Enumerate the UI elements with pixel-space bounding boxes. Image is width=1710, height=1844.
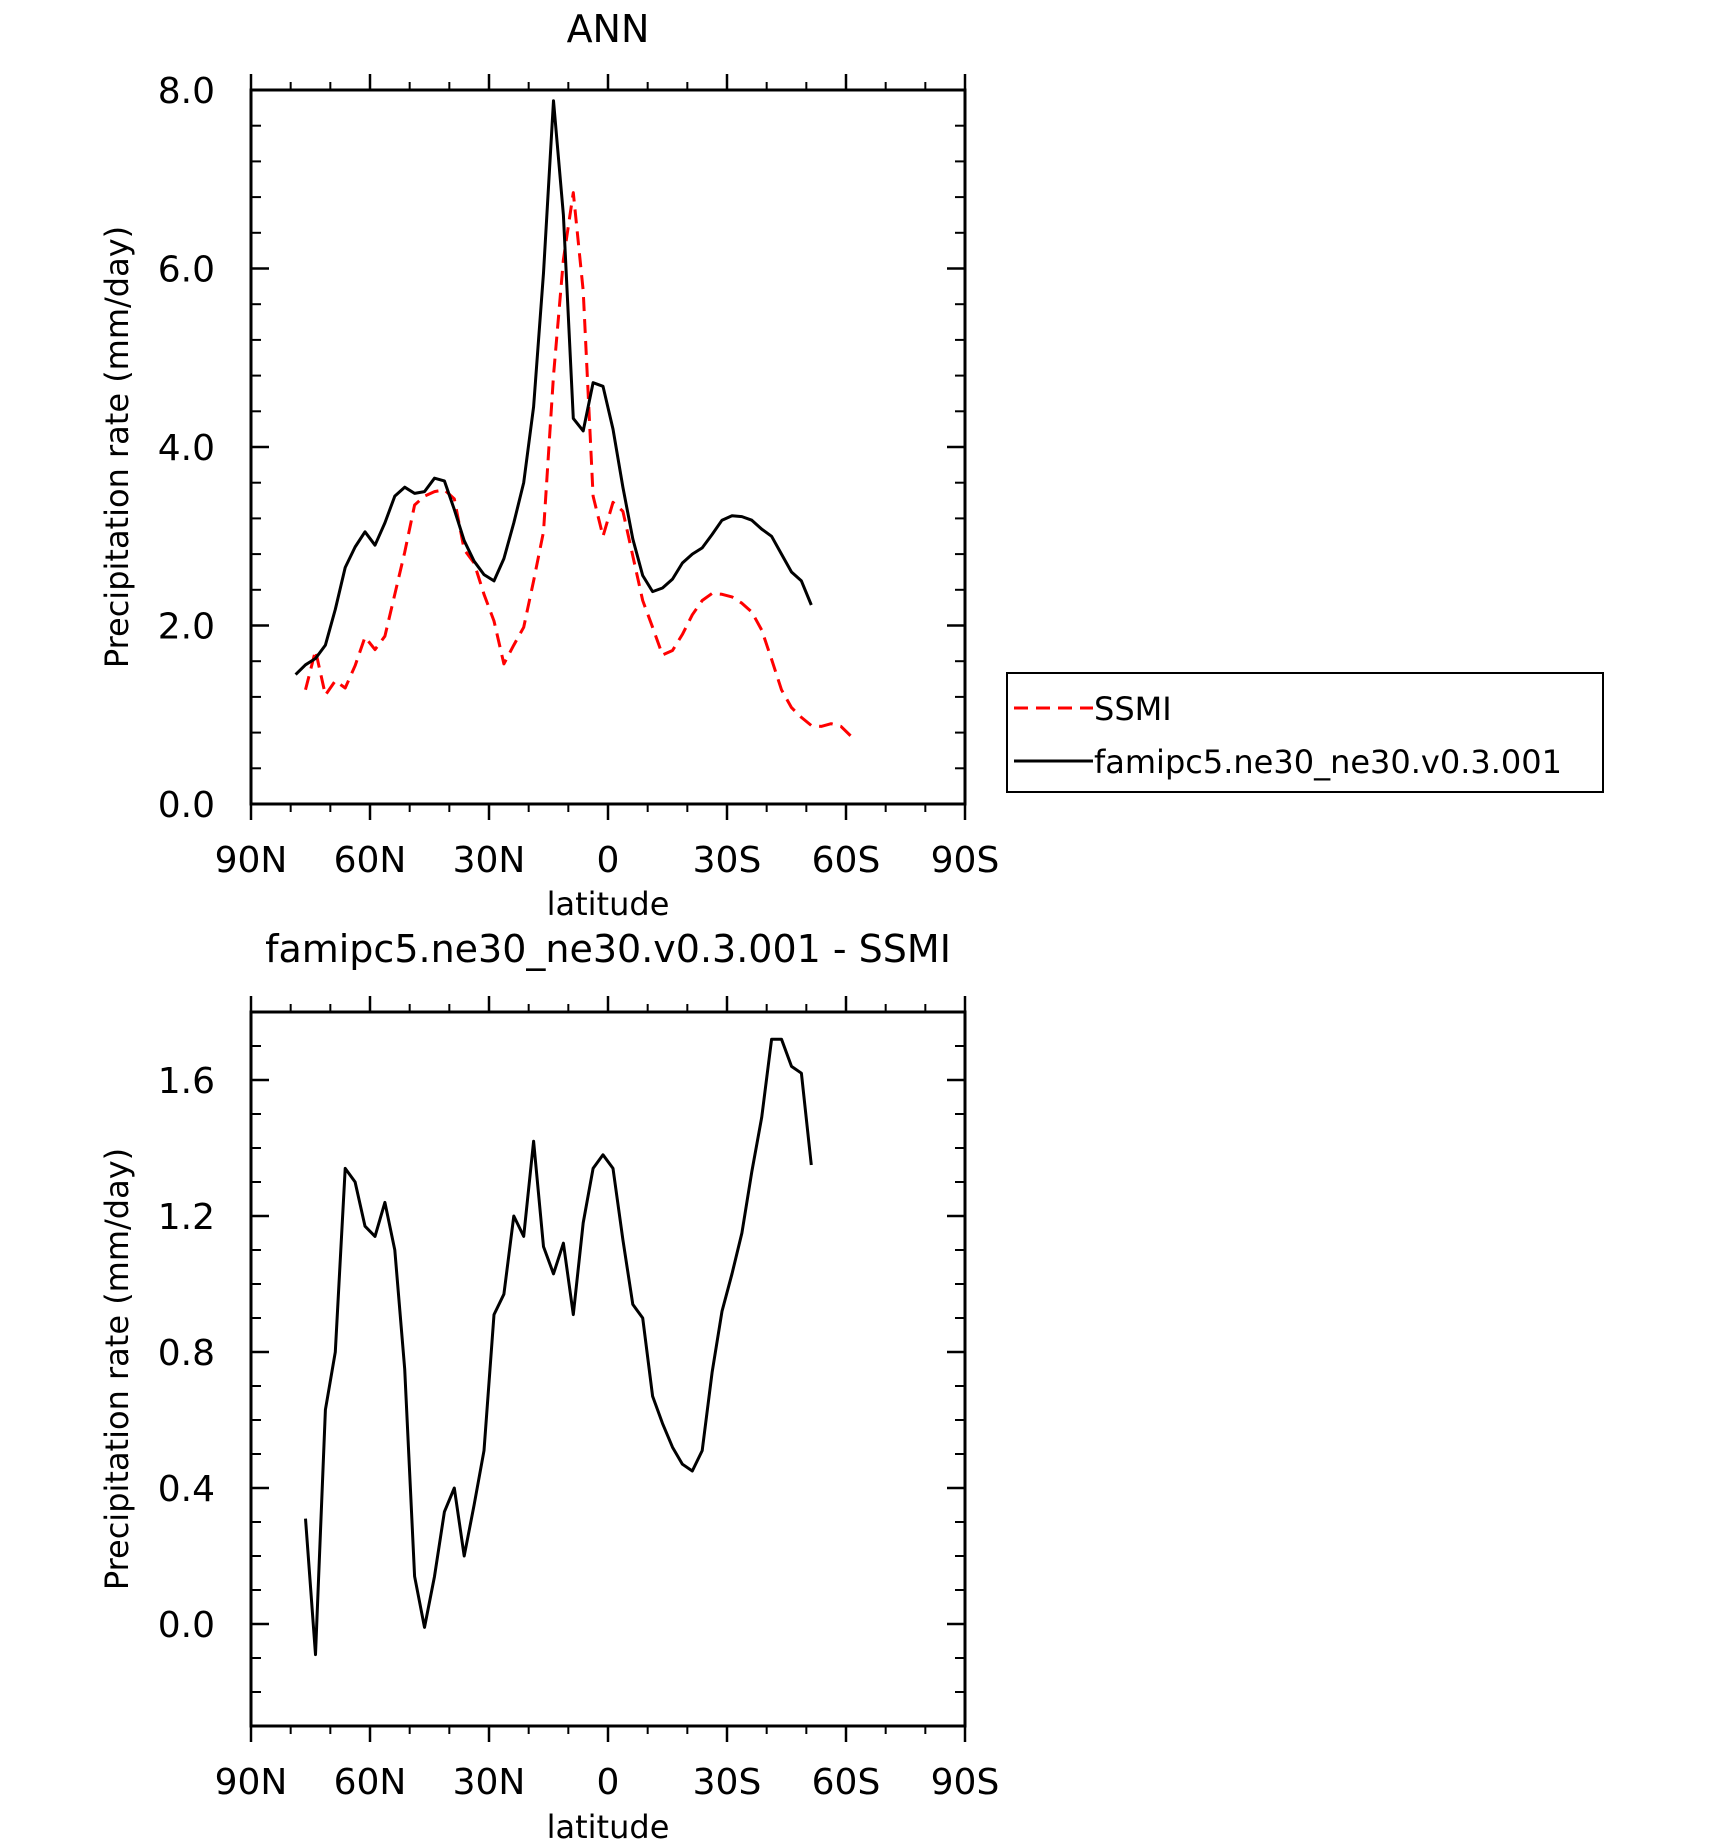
- chart-panel-1: ANN 0.0 2.0 4.0 6.0 8.0 90N 60N 30N 0 30S 60S 90S lat…: [98, 7, 1604, 923]
- legend-box: [1006, 672, 1604, 793]
- legend: SSMI famipc5.ne30_ne30.v0.3.001: [1006, 672, 1604, 793]
- series-line-ssmi: [304, 191, 853, 738]
- x-tick-label: 90N: [215, 840, 288, 881]
- series-line-famipc5-ne30-ne30-v0-3-001: [294, 99, 813, 676]
- y-tick-label: 0.0: [158, 1605, 215, 1646]
- x-tick-label: 30S: [693, 840, 762, 881]
- x-tick-label: 30S: [693, 1762, 762, 1803]
- x-tick-label: 60N: [334, 840, 407, 881]
- y-tick-label: 0.8: [158, 1333, 215, 1374]
- y-axis-label: Precipitation rate (mm/day): [98, 226, 136, 668]
- x-tick-label: 60S: [812, 1762, 881, 1803]
- x-tick-label: 90N: [215, 1762, 288, 1803]
- chart-panel-2: famipc5.ne30_ne30.v0.3.001 - SSMI 0.0 0.4 0…: [98, 927, 999, 1844]
- y-tick-label: 1.2: [158, 1197, 215, 1238]
- series-line-1: [304, 1037, 813, 1657]
- y-tick-label: 2.0: [158, 607, 215, 648]
- chart-title: ANN: [567, 7, 650, 51]
- y-tick-label: 0.4: [158, 1469, 215, 1510]
- x-tick-label: 60N: [334, 1762, 407, 1803]
- legend-label: SSMI: [1094, 690, 1172, 728]
- y-tick-label: 8.0: [158, 71, 215, 112]
- x-axis-label: latitude: [547, 1808, 670, 1844]
- x-tick-label: 0: [597, 1762, 620, 1803]
- y-axis-label: Precipitation rate (mm/day): [98, 1148, 136, 1590]
- plot-frame: [249, 1010, 967, 1728]
- x-tick-label: 60S: [812, 840, 881, 881]
- x-axis-label: latitude: [547, 885, 670, 923]
- y-tick-label: 6.0: [158, 250, 215, 291]
- x-tick-label: 30N: [453, 840, 526, 881]
- plot-frame: [249, 88, 967, 806]
- legend-label: famipc5.ne30_ne30.v0.3.001: [1094, 743, 1562, 781]
- y-tick-label: 0.0: [158, 785, 215, 826]
- x-tick-label: 0: [597, 840, 620, 881]
- x-tick-label: 90S: [931, 840, 1000, 881]
- x-tick-label: 90S: [931, 1762, 1000, 1803]
- y-tick-label: 1.6: [158, 1061, 215, 1102]
- y-tick-label: 4.0: [158, 428, 215, 469]
- chart-title: famipc5.ne30_ne30.v0.3.001 - SSMI: [265, 927, 951, 971]
- x-tick-label: 30N: [453, 1762, 526, 1803]
